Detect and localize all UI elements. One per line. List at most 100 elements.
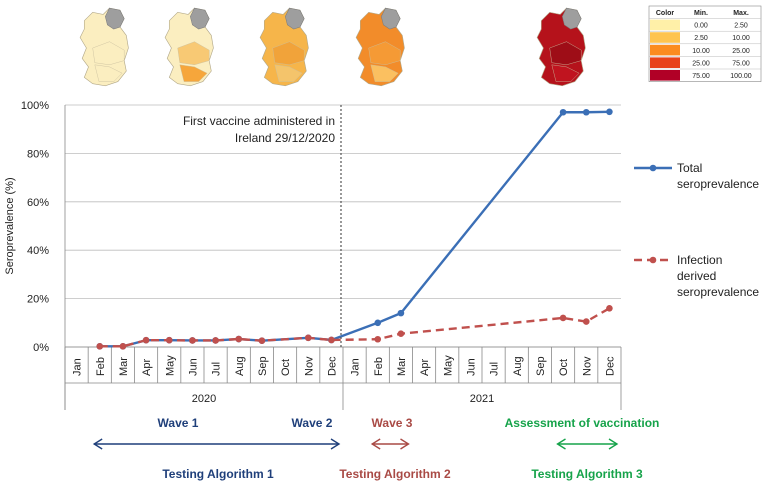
year-label: 2020: [192, 393, 216, 405]
map-region: [272, 41, 305, 66]
y-tick-label: 100%: [21, 100, 49, 112]
y-tick-label: 40%: [27, 245, 49, 257]
scale-max: 75.00: [732, 60, 750, 67]
map-region: [549, 41, 582, 66]
arrowhead-right: [400, 438, 410, 450]
x-tick-label: Dec: [326, 356, 338, 376]
legend-label: derived: [677, 269, 716, 283]
scale-swatch: [650, 70, 680, 81]
x-tick-label: Aug: [234, 356, 246, 376]
annotations: First vaccine administered in Ireland 29/…: [183, 105, 342, 347]
map-region: [274, 64, 303, 82]
data-series: [96, 108, 613, 350]
x-tick-label: Jul: [489, 362, 501, 376]
data-point: [142, 336, 150, 344]
data-point: [606, 108, 613, 116]
scale-max: 25.00: [732, 48, 750, 55]
scale-min: 0.00: [694, 23, 708, 30]
y-axis-title: Seroprevalence (%): [4, 177, 16, 274]
x-tick-label: Feb: [373, 357, 385, 376]
legend-label: seroprevalence: [677, 177, 759, 191]
x-tick-label: Jan: [72, 358, 84, 376]
phase-label: Wave 3: [372, 416, 413, 430]
map-region: [177, 41, 210, 66]
data-point: [165, 336, 173, 344]
x-tick-label: Nov: [303, 356, 315, 376]
legend-label: Infection: [677, 253, 722, 267]
vaccine-marker-label: Ireland 29/12/2020: [235, 131, 335, 145]
scale-min: 2.50: [694, 35, 708, 42]
scale-swatch: [650, 57, 680, 68]
data-point: [328, 336, 335, 344]
x-tick-label: Jan: [350, 358, 362, 376]
x-tick-label: Jul: [211, 362, 223, 376]
data-point: [397, 330, 405, 337]
ireland-maps: [79, 7, 586, 87]
data-point: [96, 342, 104, 350]
algorithm-label: Testing Algorithm 3: [531, 467, 643, 481]
series-legend: Total seroprevalence Infection derived serop…: [634, 161, 759, 299]
northern-ireland: [285, 7, 305, 30]
arrowhead-right: [608, 438, 619, 450]
data-point: [304, 334, 312, 342]
northern-ireland: [562, 7, 582, 30]
arrowhead-right: [330, 438, 341, 450]
data-point: [559, 314, 567, 322]
scale-max: 2.50: [734, 23, 748, 30]
data-point: [397, 309, 405, 317]
y-tick-label: 20%: [27, 294, 49, 306]
y-tick-label: 0%: [33, 342, 49, 354]
data-point: [582, 108, 590, 116]
phase-labels: Wave 1 Wave 2 Wave 3 Assessment of vaccinat…: [92, 416, 660, 481]
data-point: [235, 335, 243, 343]
data-point: [606, 304, 613, 312]
data-point: [582, 318, 590, 325]
x-tick-label: Sep: [257, 356, 269, 376]
map-region: [551, 64, 580, 82]
x-tick-label: May: [164, 355, 176, 376]
ireland-map: [79, 7, 129, 87]
scale-header: Max.: [733, 10, 749, 17]
legend-marker: [649, 164, 657, 172]
data-point: [258, 337, 266, 345]
map-region: [370, 64, 399, 82]
vaccine-marker-label: First vaccine administered in: [183, 114, 335, 128]
x-tick-label: Oct: [280, 359, 292, 376]
northern-ireland: [105, 7, 125, 30]
scale-max: 10.00: [732, 35, 750, 42]
algorithm-label: Testing Algorithm 1: [162, 467, 274, 481]
year-label: 2021: [470, 393, 494, 405]
ireland-map: [536, 7, 586, 87]
data-point: [374, 319, 382, 327]
scale-min: 75.00: [692, 73, 710, 80]
map-region: [368, 41, 401, 66]
x-tick-label: Jun: [187, 358, 199, 376]
scale-min: 25.00: [692, 60, 710, 67]
phase-label: Assessment of vaccination: [505, 416, 660, 430]
phase-label: Wave 2: [292, 416, 333, 430]
northern-ireland: [190, 7, 210, 30]
data-point: [119, 342, 127, 350]
x-tick-label: Sep: [535, 356, 547, 376]
data-point: [559, 108, 567, 116]
legend-label: Total: [677, 161, 702, 175]
data-point: [374, 335, 382, 343]
scale-header: Min.: [694, 10, 708, 17]
phase-label: Wave 1: [158, 416, 199, 430]
map-region: [92, 41, 125, 66]
scale-swatch: [650, 19, 680, 31]
x-tick-label: Apr: [419, 359, 431, 376]
ireland-map: [259, 7, 309, 87]
scale-swatch: [650, 32, 680, 43]
y-tick-label: 80%: [27, 148, 49, 160]
x-tick-label: Dec: [604, 356, 616, 376]
legend-label: seroprevalence: [677, 285, 759, 299]
x-tick-label: Mar: [396, 357, 408, 376]
legend-marker: [649, 256, 657, 264]
northern-ireland: [381, 7, 401, 30]
x-tick-label: Feb: [95, 357, 107, 376]
ireland-map: [164, 7, 214, 87]
series-line: [99, 110, 610, 348]
ireland-map: [355, 7, 405, 87]
